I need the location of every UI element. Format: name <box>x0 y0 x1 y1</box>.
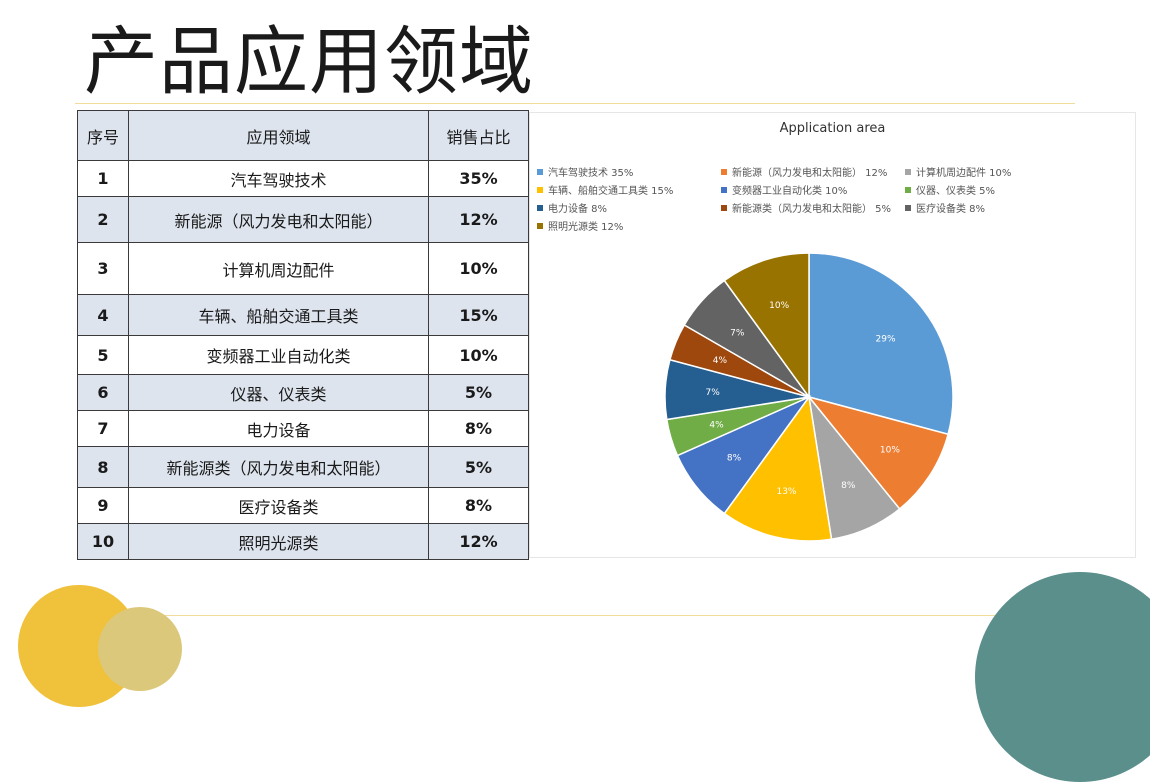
slice-label: 10% <box>880 446 900 456</box>
application-table: 序号 应用领域 销售占比 1 汽车驾驶技术 35% 2 新能源（风力发电和太阳能） 12%… <box>77 110 529 560</box>
table-row: 7 电力设备 8% <box>77 410 529 447</box>
table-row: 10 照明光源类 12% <box>77 523 529 560</box>
title-divider <box>75 103 1075 104</box>
row-number: 2 <box>77 196 129 243</box>
row-number: 10 <box>77 523 129 560</box>
slice-label: 8% <box>841 481 856 491</box>
row-field: 车辆、船舶交通工具类 <box>128 294 429 336</box>
slice-label: 7% <box>706 388 721 398</box>
pie-slice <box>806 395 950 510</box>
row-number: 6 <box>77 374 129 411</box>
slice-label: 8% <box>727 454 742 464</box>
row-field: 电力设备 <box>128 410 429 447</box>
row-number: 7 <box>77 410 129 447</box>
row-share: 35% <box>428 160 529 197</box>
legend-label: 仪器、仪表类 5% <box>916 186 996 197</box>
table-row: 3 计算机周边配件 10% <box>77 242 529 295</box>
slice-label: 4% <box>713 356 728 366</box>
legend-swatch <box>537 223 543 229</box>
row-share: 12% <box>428 196 529 243</box>
row-share: 8% <box>428 487 529 524</box>
legend-item: 车辆、船舶交通工具类 15% <box>537 182 673 197</box>
legend-label: 汽车驾驶技术 35% <box>548 168 634 179</box>
legend-label: 车辆、船舶交通工具类 15% <box>548 186 674 197</box>
table-row: 6 仪器、仪表类 5% <box>77 374 529 411</box>
row-number: 4 <box>77 294 129 336</box>
chart-panel: Application area 汽车驾驶技术 35% 新能源（风力发电和太阳能）… <box>529 112 1136 558</box>
legend-item: 新能源（风力发电和太阳能） 12% <box>721 164 887 179</box>
row-number: 5 <box>77 335 129 375</box>
slice-label: 10% <box>769 301 789 311</box>
table-row: 9 医疗设备类 8% <box>77 487 529 524</box>
legend-label: 照明光源类 12% <box>548 222 624 233</box>
row-number: 8 <box>77 446 129 488</box>
footer-divider <box>140 615 1010 616</box>
row-field: 汽车驾驶技术 <box>128 160 429 197</box>
table-row: 4 车辆、船舶交通工具类 15% <box>77 294 529 336</box>
table-row: 8 新能源类（风力发电和太阳能） 5% <box>77 446 529 488</box>
row-number: 1 <box>77 160 129 197</box>
table-row: 2 新能源（风力发电和太阳能） 12% <box>77 196 529 243</box>
legend-label: 电力设备 8% <box>548 204 608 215</box>
legend-item: 仪器、仪表类 5% <box>905 182 995 197</box>
legend-swatch <box>905 205 911 211</box>
legend-swatch <box>537 205 543 211</box>
legend-swatch <box>905 187 911 193</box>
legend-label: 医疗设备类 8% <box>916 204 986 215</box>
legend-label: 变频器工业自动化类 10% <box>732 186 848 197</box>
legend-swatch <box>721 169 727 175</box>
legend-item: 计算机周边配件 10% <box>905 164 1011 179</box>
decor-circle-teal <box>975 572 1150 782</box>
slice-label: 7% <box>730 328 745 338</box>
pie-chart: 29% 10% 8% 13% 8% 4% 7% 4% 7% 10% <box>664 252 954 542</box>
pie-slice <box>723 252 810 400</box>
table-row: 1 汽车驾驶技术 35% <box>77 160 529 197</box>
legend-label: 计算机周边配件 10% <box>916 168 1012 179</box>
decor-circle-khaki <box>98 607 182 691</box>
header-share: 销售占比 <box>428 110 529 161</box>
row-share: 12% <box>428 523 529 560</box>
row-field: 照明光源类 <box>128 523 429 560</box>
table-row: 5 变频器工业自动化类 10% <box>77 335 529 375</box>
row-share: 10% <box>428 335 529 375</box>
pie-slice <box>723 395 833 542</box>
row-field: 新能源类（风力发电和太阳能） <box>128 446 429 488</box>
slice-label: 29% <box>876 334 896 344</box>
slice-label: 4% <box>709 420 724 430</box>
slice-label: 13% <box>776 487 796 497</box>
page-title: 产品应用领域 <box>84 19 534 105</box>
header-field: 应用领域 <box>128 110 429 161</box>
row-share: 15% <box>428 294 529 336</box>
legend-swatch <box>537 187 543 193</box>
chart-title: Application area <box>779 121 886 136</box>
row-field: 变频器工业自动化类 <box>128 335 429 375</box>
legend-item: 汽车驾驶技术 35% <box>537 164 633 179</box>
row-share: 8% <box>428 410 529 447</box>
legend-item: 变频器工业自动化类 10% <box>721 182 847 197</box>
header-no: 序号 <box>77 110 129 161</box>
row-number: 9 <box>77 487 129 524</box>
row-share: 5% <box>428 446 529 488</box>
row-field: 医疗设备类 <box>128 487 429 524</box>
table-header-row: 序号 应用领域 销售占比 <box>77 110 529 161</box>
legend-item: 照明光源类 12% <box>537 218 623 233</box>
legend-swatch <box>721 205 727 211</box>
row-share: 10% <box>428 242 529 295</box>
legend-label: 新能源（风力发电和太阳能） 12% <box>732 168 888 179</box>
legend-item: 新能源类（风力发电和太阳能） 5% <box>721 200 891 215</box>
legend-label: 新能源类（风力发电和太阳能） 5% <box>732 204 892 215</box>
legend-swatch <box>537 169 543 175</box>
legend-swatch <box>905 169 911 175</box>
row-field: 新能源（风力发电和太阳能） <box>128 196 429 243</box>
row-share: 5% <box>428 374 529 411</box>
row-number: 3 <box>77 242 129 295</box>
legend-swatch <box>721 187 727 193</box>
row-field: 计算机周边配件 <box>128 242 429 295</box>
legend-item: 医疗设备类 8% <box>905 200 985 215</box>
legend-item: 电力设备 8% <box>537 200 607 215</box>
row-field: 仪器、仪表类 <box>128 374 429 411</box>
pie-slice <box>808 252 954 436</box>
